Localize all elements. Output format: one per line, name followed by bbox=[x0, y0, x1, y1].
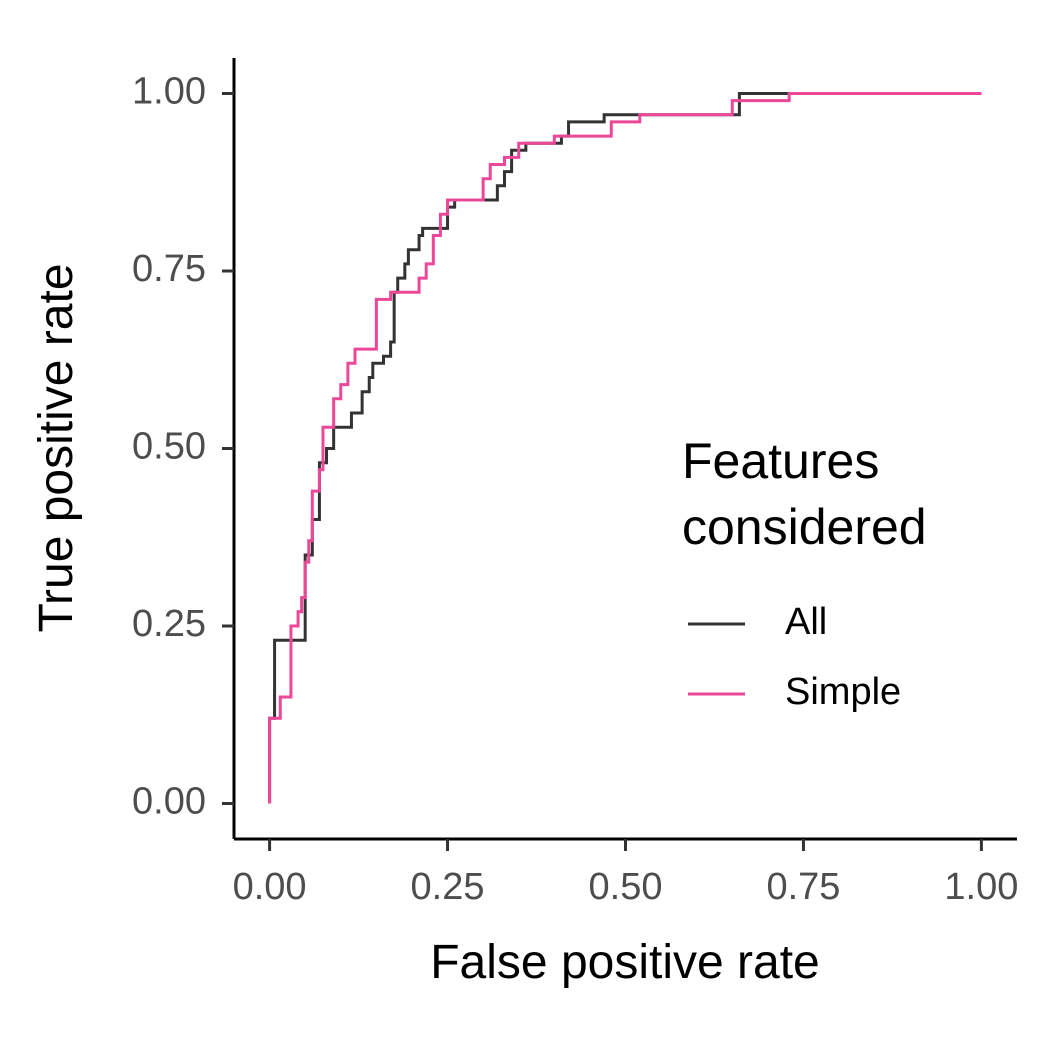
x-axis-title: False positive rate bbox=[430, 936, 820, 989]
roc-line bbox=[268, 92, 982, 804]
y-tick-label: 1.00 bbox=[132, 71, 206, 113]
y-tick-label: 0.50 bbox=[132, 426, 206, 468]
y-axis-title: True positive rate bbox=[30, 263, 83, 632]
y-tick-label: 0.25 bbox=[132, 603, 206, 645]
x-tick-label: 0.50 bbox=[589, 866, 663, 908]
legend-title: Features considered bbox=[682, 433, 927, 555]
legend-label: Simple bbox=[785, 671, 901, 713]
legend-label: All bbox=[785, 601, 827, 643]
x-tick-label: 1.00 bbox=[944, 866, 1018, 908]
x-tick-label: 0.25 bbox=[411, 866, 485, 908]
y-tick-label: 0.00 bbox=[132, 781, 206, 823]
x-tick-label: 0.75 bbox=[766, 866, 840, 908]
x-tick-label: 0.00 bbox=[233, 866, 307, 908]
y-tick-label: 0.75 bbox=[132, 248, 206, 290]
